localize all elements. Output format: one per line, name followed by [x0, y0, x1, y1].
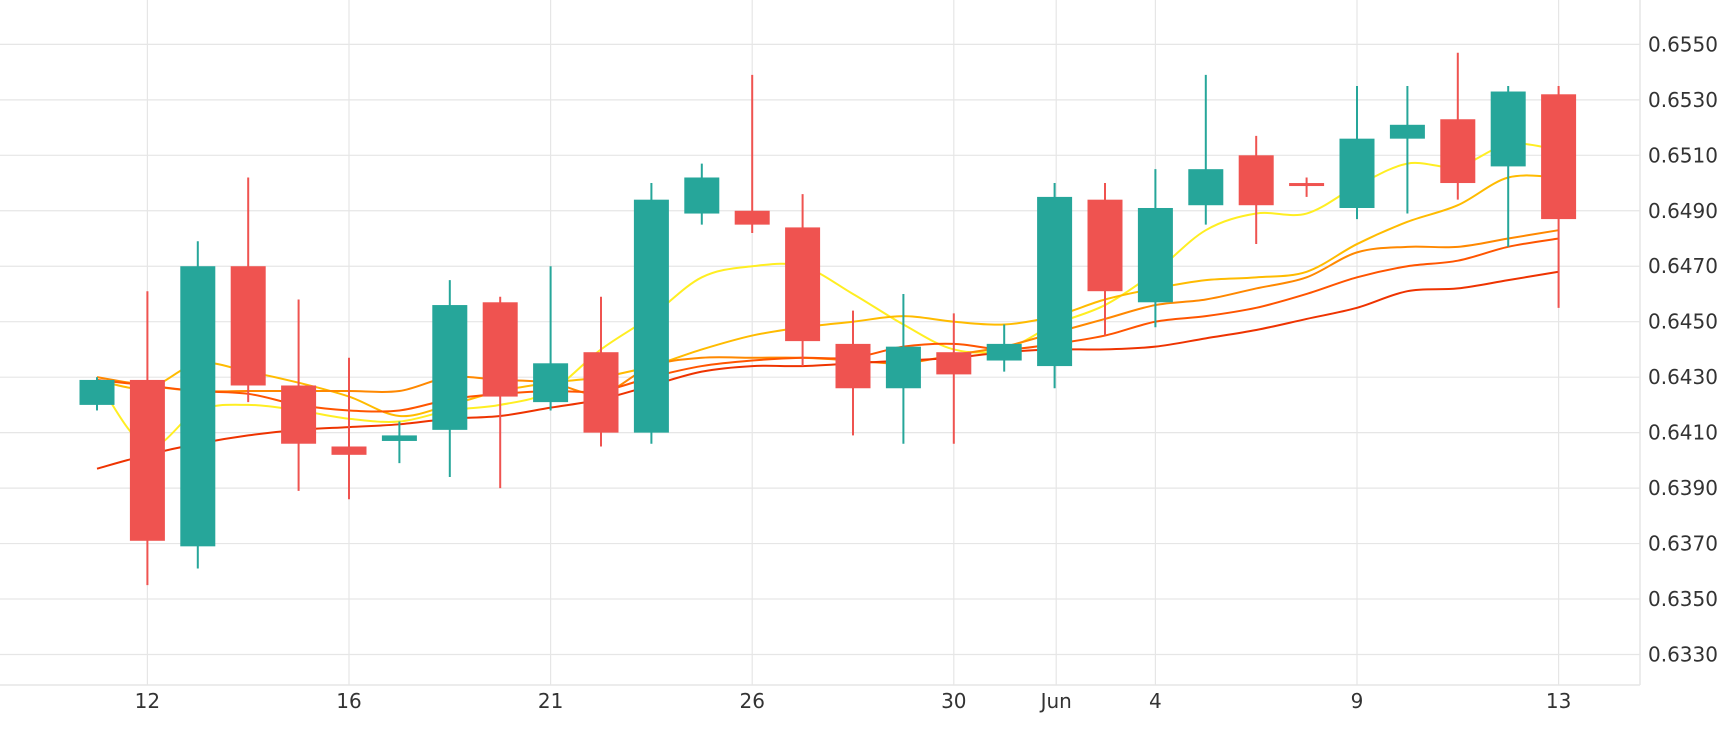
y-tick-label: 0.6530 [1648, 88, 1718, 112]
candle [1238, 135, 1274, 245]
moving-average-line-4 [96, 237, 1559, 413]
candle [1188, 74, 1224, 225]
y-tick-label: 0.6450 [1648, 310, 1718, 334]
candle-body [1490, 91, 1526, 167]
candle [734, 74, 770, 233]
candle [1087, 183, 1123, 336]
candle-body [1087, 199, 1123, 292]
candle [1440, 52, 1476, 200]
moving-average-line-2 [96, 174, 1559, 418]
candle-body [1037, 196, 1073, 367]
candle [1339, 85, 1375, 220]
candle-body [936, 352, 972, 375]
candle-body [180, 266, 216, 547]
candle-body [583, 352, 619, 433]
candle-body [835, 343, 871, 389]
x-tick-label: 21 [538, 689, 563, 713]
candle [1137, 169, 1173, 328]
candle [986, 324, 1022, 372]
candle-body [1440, 119, 1476, 184]
candle-body [281, 385, 317, 444]
y-tick-label: 0.6370 [1648, 532, 1718, 556]
candle-body [1137, 207, 1173, 303]
candle [79, 377, 115, 411]
x-tick-label: 9 [1351, 689, 1364, 713]
candle-body [785, 227, 821, 342]
candle-body [533, 363, 569, 403]
y-tick-label: 0.6410 [1648, 421, 1718, 445]
candle-body [1289, 183, 1325, 187]
x-tick-label: 16 [336, 689, 361, 713]
moving-average-line-5 [96, 270, 1559, 470]
x-tick-label: 12 [135, 689, 160, 713]
x-tick-label: 4 [1149, 689, 1162, 713]
tick-labels: 0.6550 0.6530 0.6510 0.6490 0.6470 0.6450 0.64… [135, 32, 1718, 713]
candle-body [482, 302, 518, 397]
candle [281, 299, 317, 491]
candle-body [986, 343, 1022, 361]
candle-body [885, 346, 921, 389]
x-tick-label: 13 [1546, 689, 1571, 713]
candle-body [129, 379, 165, 541]
candle [1490, 85, 1526, 247]
candle-body [79, 379, 115, 405]
candle [331, 357, 367, 500]
candle-body [331, 446, 367, 455]
candle [936, 313, 972, 444]
candle [432, 280, 468, 478]
candle-body [1188, 169, 1224, 206]
candle [381, 421, 417, 464]
moving-average-line-1 [96, 142, 1559, 448]
y-tick-label: 0.6330 [1648, 642, 1718, 666]
x-tick-label: 30 [941, 689, 966, 713]
y-tick-label: 0.6510 [1648, 143, 1718, 167]
y-tick-label: 0.6350 [1648, 587, 1718, 611]
candles [79, 52, 1577, 586]
candle [835, 310, 871, 436]
x-tick-label: 26 [739, 689, 764, 713]
candle [1389, 85, 1425, 214]
candle [1541, 85, 1577, 308]
candle [180, 241, 216, 569]
candle [230, 177, 266, 403]
candle [583, 296, 619, 447]
y-tick-label: 0.6550 [1648, 32, 1718, 56]
candle-body [1389, 124, 1425, 139]
candle [684, 163, 720, 225]
candle [129, 291, 165, 586]
candle [482, 296, 518, 489]
candle-body [1339, 138, 1375, 208]
candle [785, 194, 821, 367]
candle-body [230, 266, 266, 386]
candle [1289, 177, 1325, 197]
candle [533, 266, 569, 411]
y-tick-label: 0.6430 [1648, 365, 1718, 389]
candle-body [633, 199, 669, 433]
y-tick-label: 0.6390 [1648, 476, 1718, 500]
y-tick-label: 0.6490 [1648, 199, 1718, 223]
candle-body [684, 177, 720, 214]
y-tick-label: 0.6470 [1648, 254, 1718, 278]
x-tick-label: Jun [1039, 689, 1072, 713]
candle-body [1541, 94, 1577, 220]
candle-body [381, 435, 417, 441]
candle-body [734, 210, 770, 225]
candle-body [432, 305, 468, 430]
moving-averages [96, 142, 1559, 470]
axes [0, 0, 1641, 686]
candle [633, 183, 669, 444]
candle-body [1238, 155, 1274, 206]
candle [885, 293, 921, 444]
candle [1037, 183, 1073, 389]
